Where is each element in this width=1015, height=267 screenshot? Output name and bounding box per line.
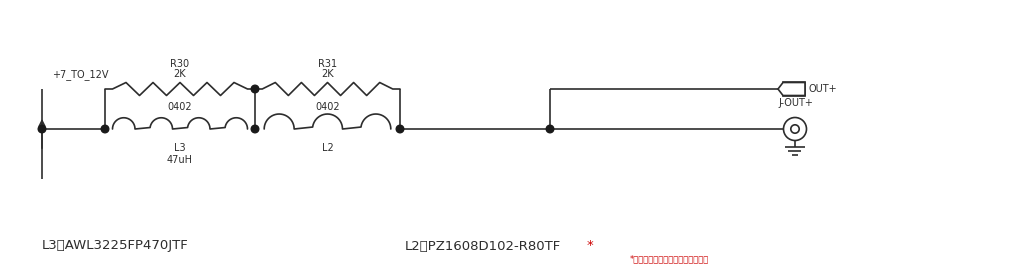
Text: *: * (587, 239, 594, 253)
Circle shape (39, 125, 46, 133)
Circle shape (791, 125, 799, 133)
Text: J-OUT+: J-OUT+ (779, 98, 813, 108)
Circle shape (251, 85, 259, 93)
Text: L3：AWL3225FP470JTF: L3：AWL3225FP470JTF (42, 239, 189, 253)
Text: L2：PZ1608D102-R80TF: L2：PZ1608D102-R80TF (405, 239, 561, 253)
Text: 2K: 2K (174, 69, 187, 79)
Text: 47uH: 47uH (167, 155, 193, 165)
Text: R30: R30 (171, 59, 190, 69)
Circle shape (396, 125, 404, 133)
Circle shape (251, 125, 259, 133)
Circle shape (102, 125, 109, 133)
Circle shape (784, 117, 807, 140)
Text: L2: L2 (322, 143, 333, 153)
Text: 0402: 0402 (167, 102, 192, 112)
Circle shape (546, 125, 554, 133)
Text: R31: R31 (318, 59, 337, 69)
Text: *二級濾波中的磁珠是非汽車電子品: *二級濾波中的磁珠是非汽車電子品 (630, 254, 709, 264)
Text: 2K: 2K (321, 69, 334, 79)
Text: +7_TO_12V: +7_TO_12V (52, 69, 109, 80)
Text: L3: L3 (175, 143, 186, 153)
Text: 0402: 0402 (316, 102, 340, 112)
Bar (783, 83, 805, 96)
Polygon shape (779, 83, 805, 96)
Text: OUT+: OUT+ (809, 84, 837, 94)
